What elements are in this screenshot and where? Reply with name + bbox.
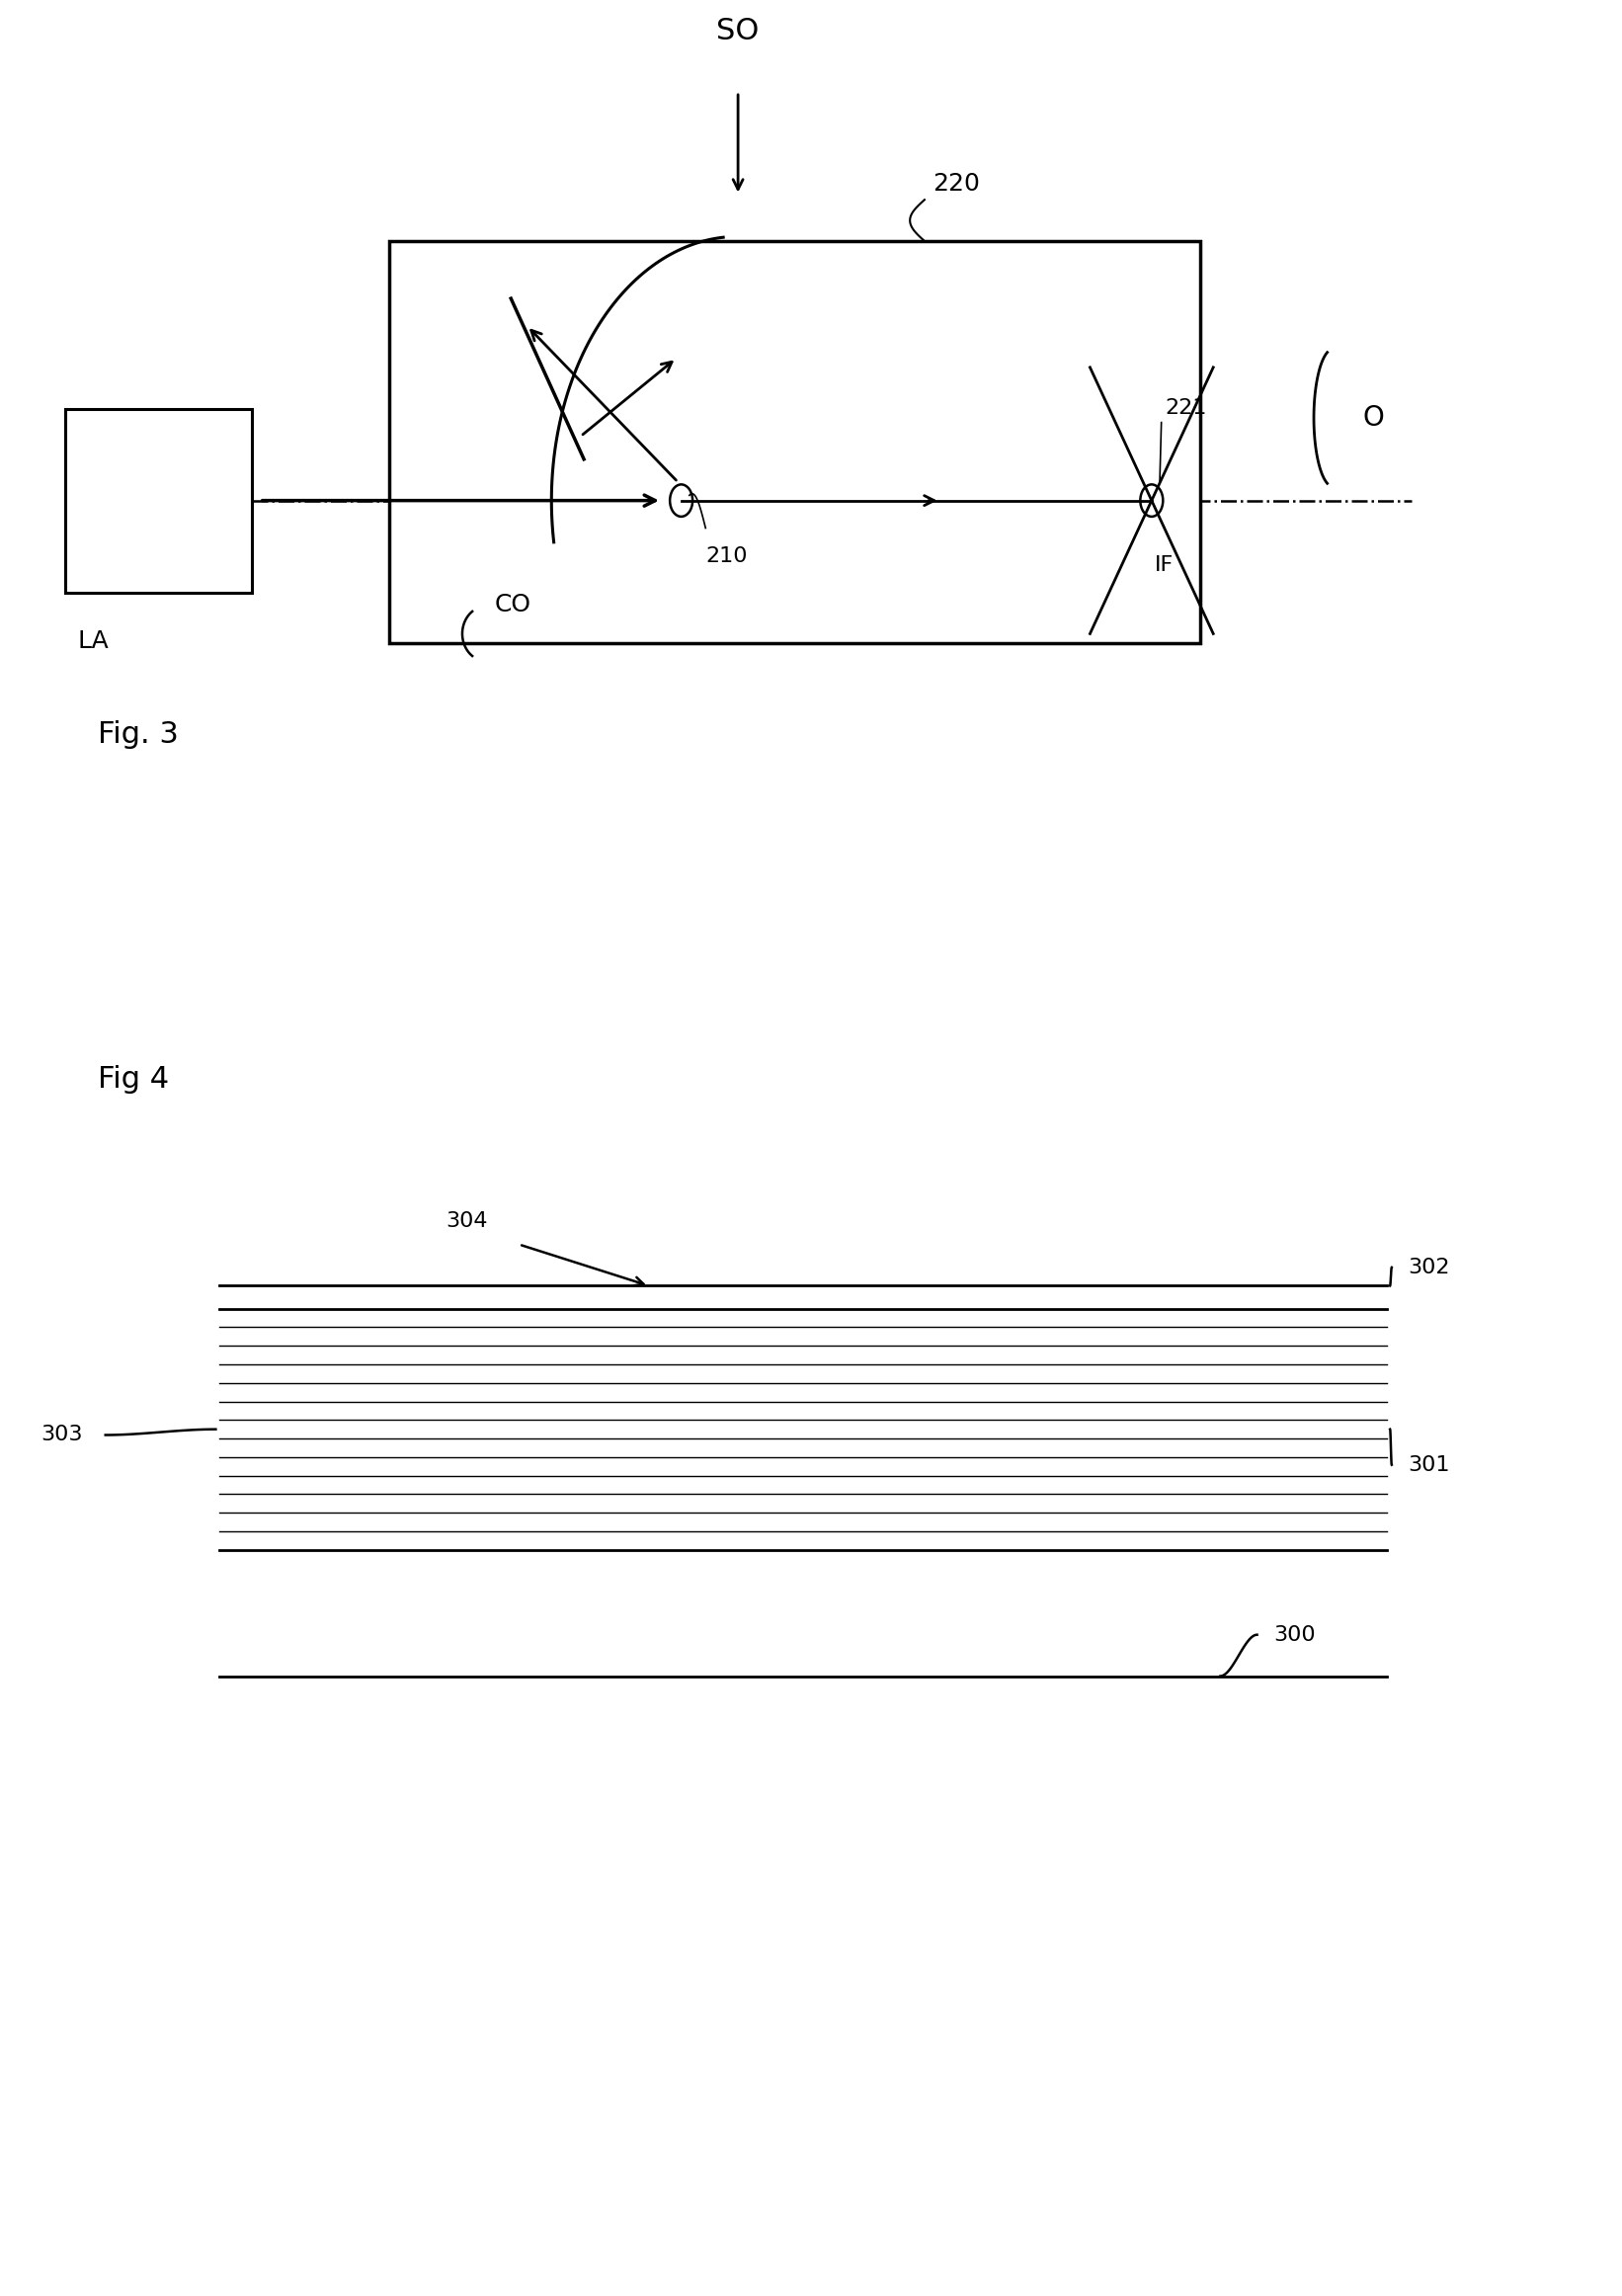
Text: 303: 303 bbox=[41, 1426, 83, 1444]
Text: O: O bbox=[1362, 404, 1384, 432]
Bar bbox=[389, 241, 1200, 643]
Text: LA: LA bbox=[78, 629, 109, 652]
Text: 300: 300 bbox=[1273, 1626, 1315, 1644]
Bar bbox=[65, 409, 251, 592]
Text: Fig 4: Fig 4 bbox=[97, 1065, 169, 1093]
Text: 301: 301 bbox=[1408, 1456, 1450, 1474]
Text: IF: IF bbox=[1155, 556, 1174, 576]
Text: SO: SO bbox=[717, 18, 759, 46]
Text: Fig. 3: Fig. 3 bbox=[97, 721, 178, 748]
Text: CO: CO bbox=[495, 592, 532, 615]
Text: 302: 302 bbox=[1408, 1258, 1450, 1277]
Text: 304: 304 bbox=[446, 1212, 488, 1231]
Text: 220: 220 bbox=[933, 172, 980, 195]
Text: 210: 210 bbox=[706, 546, 748, 567]
Text: 221: 221 bbox=[1165, 397, 1207, 418]
